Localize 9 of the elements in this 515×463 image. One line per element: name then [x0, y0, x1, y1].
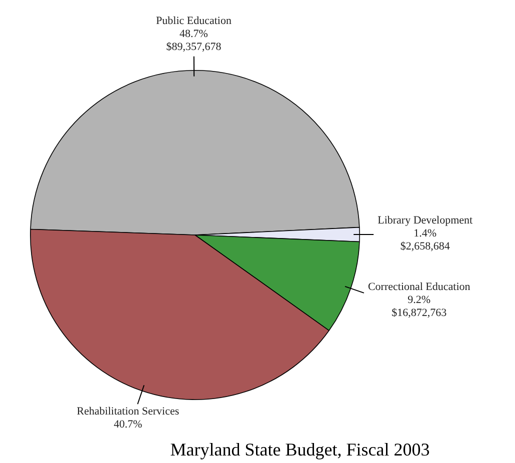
slice-label: Public Education [156, 14, 232, 27]
data-label: 48.7% $89,357,678 [166, 28, 222, 53]
data-label: 40.7% [114, 418, 142, 431]
text: Maryland State Budget, Fiscal 2003 [170, 440, 430, 460]
slice-label: Correctional Education [368, 280, 471, 293]
data-label: 1.4% $2,658,684 [400, 227, 450, 252]
slice-label: Library Development [378, 214, 473, 226]
slice-label: Rehabilitation Services [76, 406, 180, 418]
data-label: 9.2% $16,872,763 [392, 294, 448, 319]
